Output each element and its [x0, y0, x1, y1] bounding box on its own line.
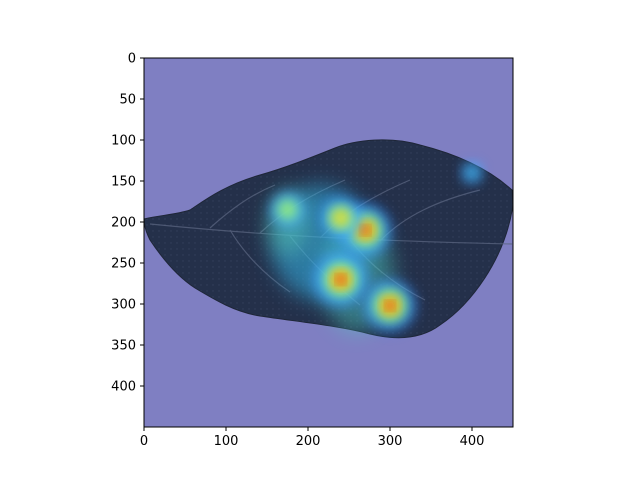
- y-tick-label: 250: [111, 257, 136, 272]
- y-tick-label: 100: [111, 134, 136, 149]
- y-tick-label: 300: [111, 298, 136, 313]
- axes-frame: [143, 57, 514, 428]
- x-tick-label: 100: [214, 434, 239, 449]
- heat-hotspot: [464, 164, 480, 181]
- heat-hotspot: [386, 302, 394, 309]
- x-tick-label: 300: [378, 434, 403, 449]
- heat-hotspot: [337, 276, 345, 283]
- heatmap-overlay: [267, 162, 483, 333]
- y-tick-label: 150: [111, 175, 136, 190]
- x-axis: 0 100 200 300 400: [140, 427, 485, 449]
- heat-hotspot: [332, 209, 349, 226]
- y-axis: 0 50 100 150 200 250 300 350 400: [111, 52, 144, 395]
- y-tick-label: 350: [111, 339, 136, 354]
- x-tick-label: 0: [140, 434, 148, 449]
- y-tick-label: 0: [128, 52, 136, 67]
- plot-area: [144, 58, 513, 427]
- y-tick-label: 400: [111, 380, 136, 395]
- x-tick-label: 200: [296, 434, 321, 449]
- heat-hotspot: [277, 200, 298, 220]
- x-tick-label: 400: [460, 434, 485, 449]
- y-tick-label: 200: [111, 216, 136, 231]
- y-tick-label: 50: [119, 93, 136, 108]
- heat-hotspot: [362, 226, 369, 234]
